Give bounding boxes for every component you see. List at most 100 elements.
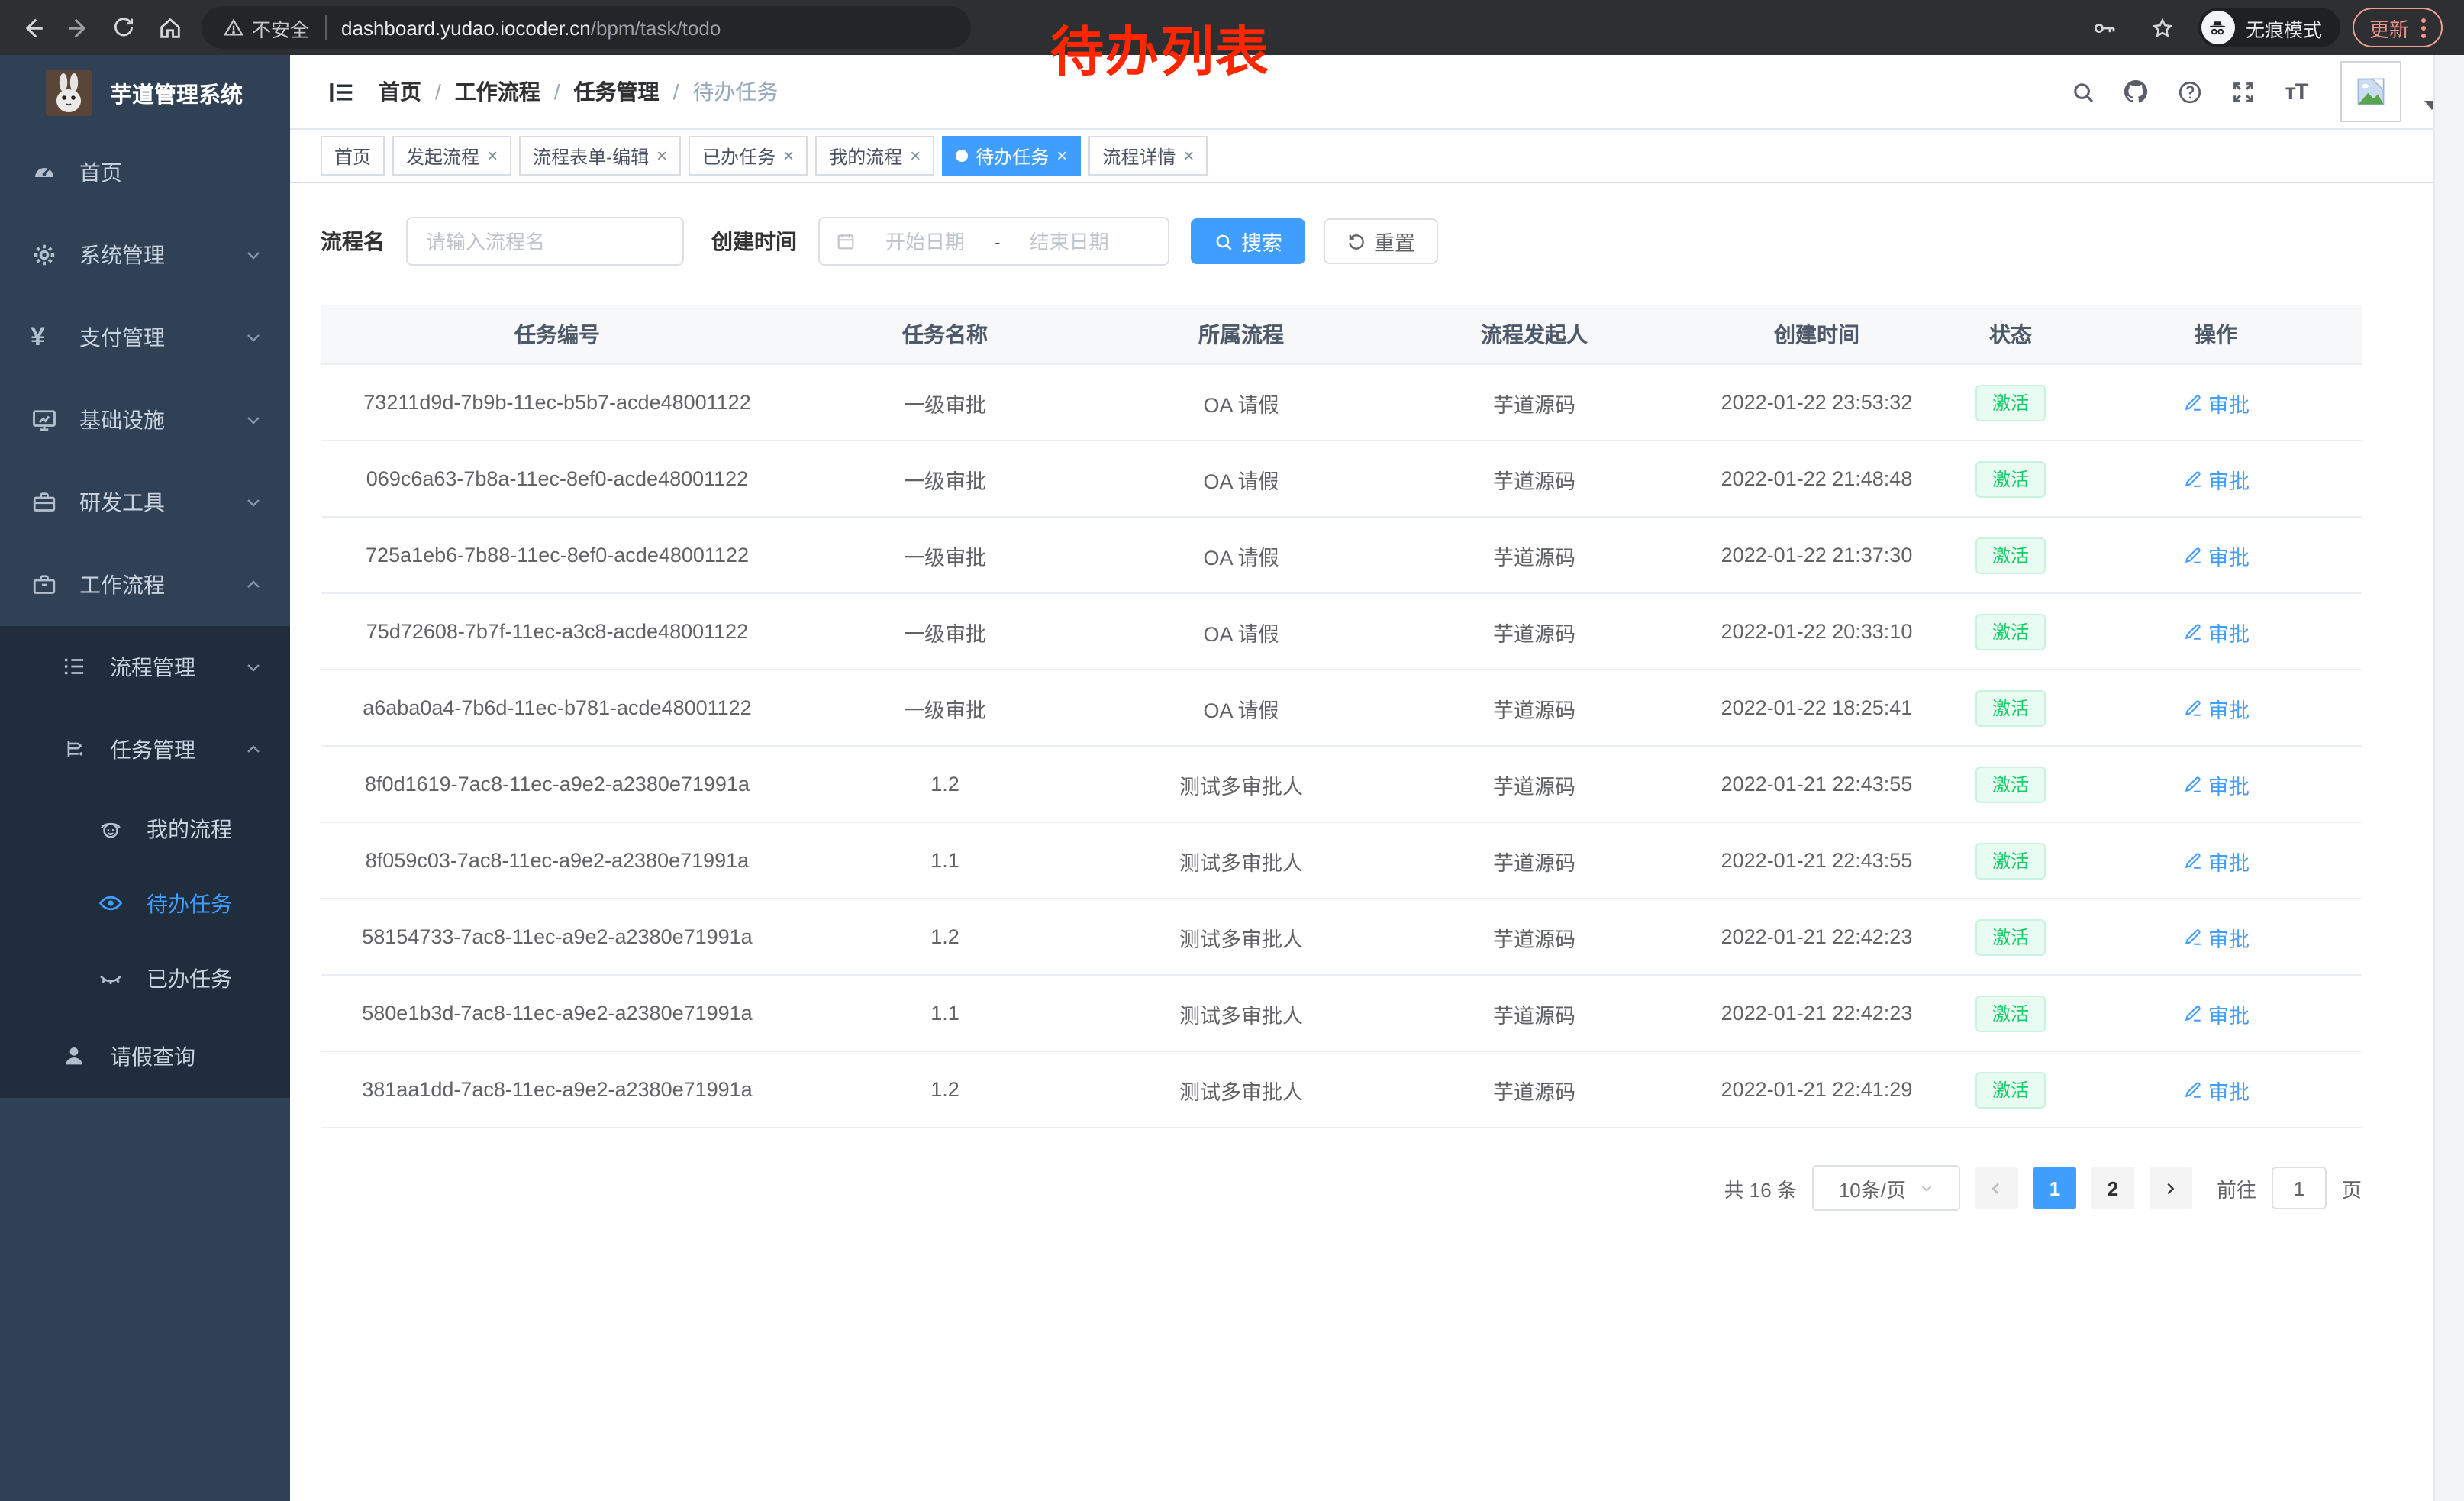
search-icon [2073,82,2093,102]
approve-button[interactable]: 审批 [2182,540,2250,570]
browser-back-button[interactable] [9,5,55,50]
tab-todo-tasks[interactable]: 待办任务 × [942,136,1082,176]
approve-button[interactable]: 审批 [2182,769,2250,799]
approve-button[interactable]: 审批 [2182,692,2250,723]
reload-icon [114,18,134,37]
approve-button[interactable]: 审批 [2182,922,2250,952]
sidebar-logo[interactable]: 芋道管理系统 [0,55,290,131]
monitor-icon [31,406,58,434]
approve-button[interactable]: 审批 [2182,387,2250,418]
avatar[interactable] [2340,61,2401,122]
eye-closed-icon [98,964,125,992]
page-button-2[interactable]: 2 [2091,1167,2134,1209]
sidebar-item-task-management[interactable]: 任务管理 [0,709,290,791]
sidebar-item-infrastructure[interactable]: 基础设施 [0,379,290,461]
security-chip[interactable]: 不安全 [223,13,309,42]
tab-home[interactable]: 首页 [321,136,385,176]
process-name-input[interactable] [406,217,684,266]
page-button-1[interactable]: 1 [2033,1167,2076,1209]
task-name-cell: 1.2 [794,899,1096,976]
refresh-icon [1349,234,1364,249]
page-size-select[interactable]: 10条/页 [1811,1165,1960,1211]
font-size-button[interactable]: тT [2285,79,2308,105]
sidebar-item-done-tasks[interactable]: 已办任务 [0,941,290,1015]
goto-page-input[interactable] [2271,1167,2327,1209]
edit-pencil-icon [2184,624,2200,640]
page-scrollbar[interactable] [2433,55,2464,1501]
approve-button[interactable]: 审批 [2182,463,2250,494]
chevron-down-icon [244,658,263,676]
browser-home-button[interactable] [147,5,192,50]
approve-button[interactable]: 审批 [2182,616,2250,647]
breadcrumb-task-management[interactable]: 任务管理 [573,79,660,104]
task-name-cell: 一级审批 [794,593,1096,670]
date-range-picker[interactable]: - [818,217,1169,266]
sidebar-item-todo-tasks[interactable]: 待办任务 [0,866,290,941]
close-icon[interactable]: × [656,145,668,166]
action-cell: 审批 [2070,746,2362,823]
end-date-input[interactable] [1009,228,1129,254]
goto-label: 前往 [2216,1178,2256,1201]
breadcrumb-home[interactable]: 首页 [379,79,421,104]
breadcrumb-workflow[interactable]: 工作流程 [454,79,540,104]
tab-my-process[interactable]: 我的流程 × [815,136,935,176]
close-icon[interactable]: × [487,145,498,166]
arrow-right-icon [68,18,85,37]
docs-help-button[interactable] [2174,76,2204,107]
sidebar-item-home[interactable]: 首页 [0,131,290,214]
edit-pencil-icon [2184,471,2200,487]
next-page-button[interactable] [2149,1167,2192,1209]
breadcrumb-current: 待办任务 [692,79,779,104]
create-time-label: 创建时间 [711,229,797,253]
github-link[interactable] [2121,76,2151,107]
col-task-name: 任务名称 [794,305,1096,365]
bookmark-star-button[interactable] [2140,5,2186,50]
browser-forward-button[interactable] [55,5,101,50]
approve-button[interactable]: 审批 [2182,998,2250,1028]
status-cell: 激活 [1951,746,2070,823]
prev-page-button[interactable] [1975,1167,2018,1209]
browser-menu-icon[interactable] [2421,18,2426,37]
chevron-right-icon [2168,1182,2175,1194]
tab-start-process[interactable]: 发起流程 × [392,136,512,176]
close-icon[interactable]: × [1056,145,1068,166]
action-cell: 审批 [2070,364,2362,441]
starter-cell: 芋道源码 [1386,364,1682,441]
sidebar-toggle-button[interactable] [314,66,366,118]
starter-cell: 芋道源码 [1386,593,1682,670]
github-icon [2124,79,2148,103]
close-icon[interactable]: × [783,145,795,166]
process-cell: 测试多审批人 [1096,822,1386,899]
browser-reload-button[interactable] [101,5,147,50]
approve-button[interactable]: 审批 [2182,845,2250,876]
reset-button[interactable]: 重置 [1324,218,1438,264]
action-cell: 审批 [2070,441,2362,518]
sidebar-item-payment[interactable]: ¥ 支付管理 [0,296,290,379]
start-date-input[interactable] [866,228,985,254]
table-row: 8f059c03-7ac8-11ec-a9e2-a2380e71991a 1.1… [321,822,2362,899]
task-name-cell: 1.1 [794,975,1096,1052]
fullscreen-button[interactable] [2227,76,2258,107]
close-icon[interactable]: × [1183,145,1195,166]
logo-image [46,70,92,116]
close-icon[interactable]: × [910,145,921,166]
sidebar-item-devtools[interactable]: 研发工具 [0,461,290,544]
action-cell: 审批 [2070,822,2362,899]
sidebar-item-system[interactable]: 系统管理 [0,214,290,296]
tab-done-tasks[interactable]: 已办任务 × [689,136,808,176]
password-key-button[interactable] [2082,5,2128,50]
header-search-button[interactable] [2067,76,2098,107]
approve-button[interactable]: 审批 [2182,1074,2250,1105]
page-url[interactable]: dashboard.yudao.iocoder.cn/bpm/task/todo [341,16,721,39]
sidebar-item-leave-query[interactable]: 请假查询 [0,1015,290,1098]
edit-pencil-icon [2184,700,2200,716]
sidebar-item-my-process[interactable]: 我的流程 [0,791,290,866]
address-bar[interactable]: 不安全 dashboard.yudao.iocoder.cn/bpm/task/… [202,6,971,49]
sidebar-item-process-management[interactable]: 流程管理 [0,626,290,709]
table-row: 580e1b3d-7ac8-11ec-a9e2-a2380e71991a 1.1… [321,975,2362,1052]
tab-process-form-edit[interactable]: 流程表单-编辑 × [519,136,682,176]
sidebar-item-workflow[interactable]: 工作流程 [0,544,290,626]
tab-process-detail[interactable]: 流程详情 × [1088,136,1208,176]
search-button[interactable]: 搜索 [1191,218,1305,264]
browser-update-button[interactable]: 更新 [2352,8,2443,47]
